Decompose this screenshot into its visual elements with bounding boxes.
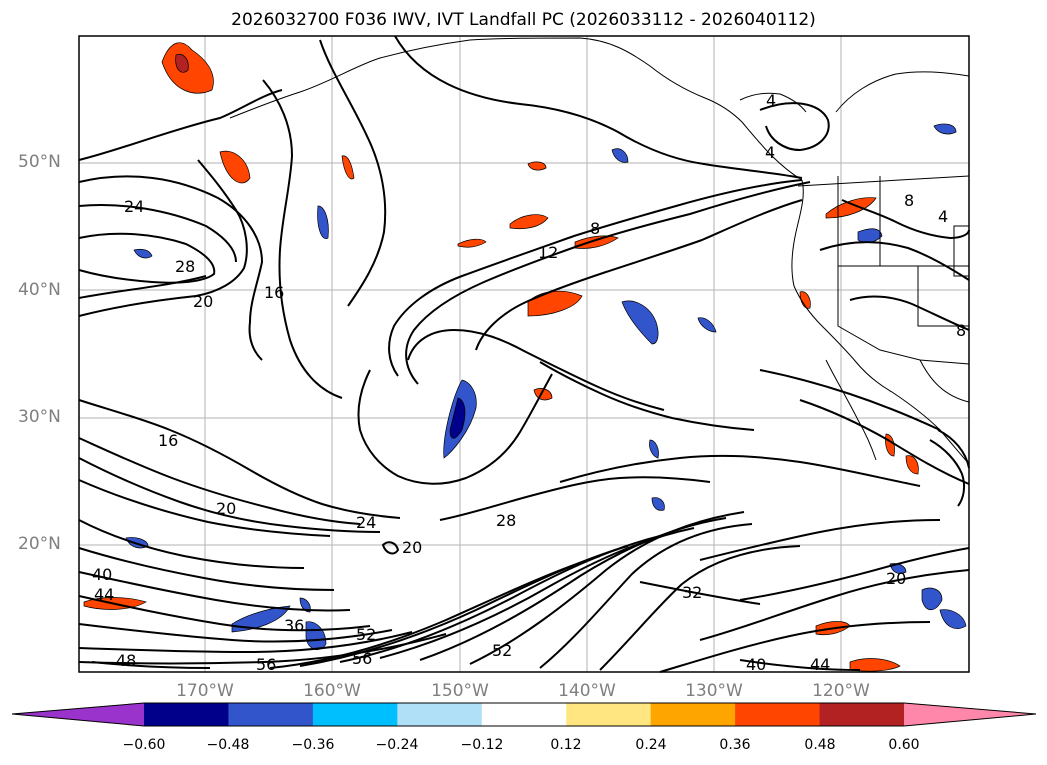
colorbar-tick: −0.48 — [206, 737, 250, 753]
contour-label: 28 — [496, 511, 516, 530]
contour-label: 20 — [193, 292, 213, 311]
plot-title: 2026032700 F036 IWV, IVT Landfall PC (20… — [231, 10, 816, 30]
contour-labels: 24 28 20 16 12 8 4 4 8 4 8 16 20 24 20 2… — [92, 91, 966, 674]
colorbar-tick: −0.60 — [122, 737, 166, 753]
colorbar-segment — [144, 703, 229, 726]
colorbar-tick: 0.60 — [888, 737, 920, 753]
contour-label: 12 — [538, 243, 558, 262]
lon-label-130w: 130°W — [685, 681, 743, 701]
colorbar-segment — [397, 703, 483, 726]
contour-label: 56 — [352, 649, 372, 668]
colorbar-tick: −0.12 — [460, 737, 504, 753]
map-background — [79, 36, 969, 672]
colorbar-tick: −0.24 — [375, 737, 419, 753]
lat-label-40n: 40°N — [18, 280, 61, 300]
colorbar — [11, 702, 1037, 727]
contour-label: 44 — [94, 585, 114, 604]
iwv-contours — [78, 35, 970, 673]
contour-label: 20 — [886, 569, 906, 588]
lat-label-20n: 20°N — [18, 534, 61, 554]
colorbar-segment — [819, 703, 905, 726]
contour-label: 40 — [746, 655, 766, 674]
contour-label: 4 — [766, 91, 776, 110]
colorbar-segment — [481, 703, 567, 726]
contour-label: 56 — [256, 655, 276, 674]
colorbar-tick: 0.12 — [550, 737, 582, 753]
lon-label-150w: 150°W — [431, 681, 489, 701]
colorbar-tick: 0.36 — [719, 737, 751, 753]
contour-label: 44 — [810, 655, 830, 674]
contour-label: 16 — [158, 431, 178, 450]
contour-label: 40 — [92, 565, 112, 584]
contour-label: 4 — [938, 207, 948, 226]
contour-label: 16 — [264, 283, 284, 302]
lat-label-50n: 50°N — [18, 152, 61, 172]
colorbar-segments — [12, 703, 1036, 726]
colorbar-tick: 0.24 — [635, 737, 667, 753]
colorbar-extend-high — [904, 703, 1036, 726]
lon-label-140w: 140°W — [558, 681, 616, 701]
contour-label: 8 — [590, 219, 600, 238]
colorbar-segment — [650, 703, 736, 726]
colorbar-segment — [312, 703, 398, 726]
contour-label: 4 — [765, 143, 775, 162]
lon-label-170w: 170°W — [176, 681, 234, 701]
contour-label: 20 — [402, 538, 422, 557]
contour-label: 28 — [175, 257, 195, 276]
colorbar-segment — [228, 703, 314, 726]
lat-label-30n: 30°N — [18, 407, 61, 427]
colorbar-tick: 0.48 — [804, 737, 836, 753]
contour-label: 20 — [216, 499, 236, 518]
contour-label: 52 — [356, 625, 376, 644]
colorbar-segment — [566, 703, 652, 726]
contour-label: 36 — [284, 616, 304, 635]
colorbar-outline — [11, 702, 1037, 727]
colorbar-extend-low — [12, 703, 144, 726]
colorbar-segment — [735, 703, 821, 726]
anomaly-shading — [83, 42, 967, 672]
coastlines — [229, 37, 970, 465]
lon-label-160w: 160°W — [303, 681, 361, 701]
map-panel: 24 28 20 16 12 8 4 4 8 4 8 16 20 24 20 2… — [78, 35, 970, 674]
contour-label: 8 — [904, 191, 914, 210]
colorbar-tick: −0.36 — [291, 737, 335, 753]
contour-label: 48 — [116, 651, 136, 670]
lon-label-120w: 120°W — [812, 681, 870, 701]
contour-label: 24 — [356, 513, 376, 532]
contour-label: 24 — [124, 197, 144, 216]
contour-label: 52 — [492, 641, 512, 660]
contour-label: 8 — [956, 321, 966, 340]
contour-label: 32 — [682, 583, 702, 602]
map-frame — [78, 35, 970, 673]
